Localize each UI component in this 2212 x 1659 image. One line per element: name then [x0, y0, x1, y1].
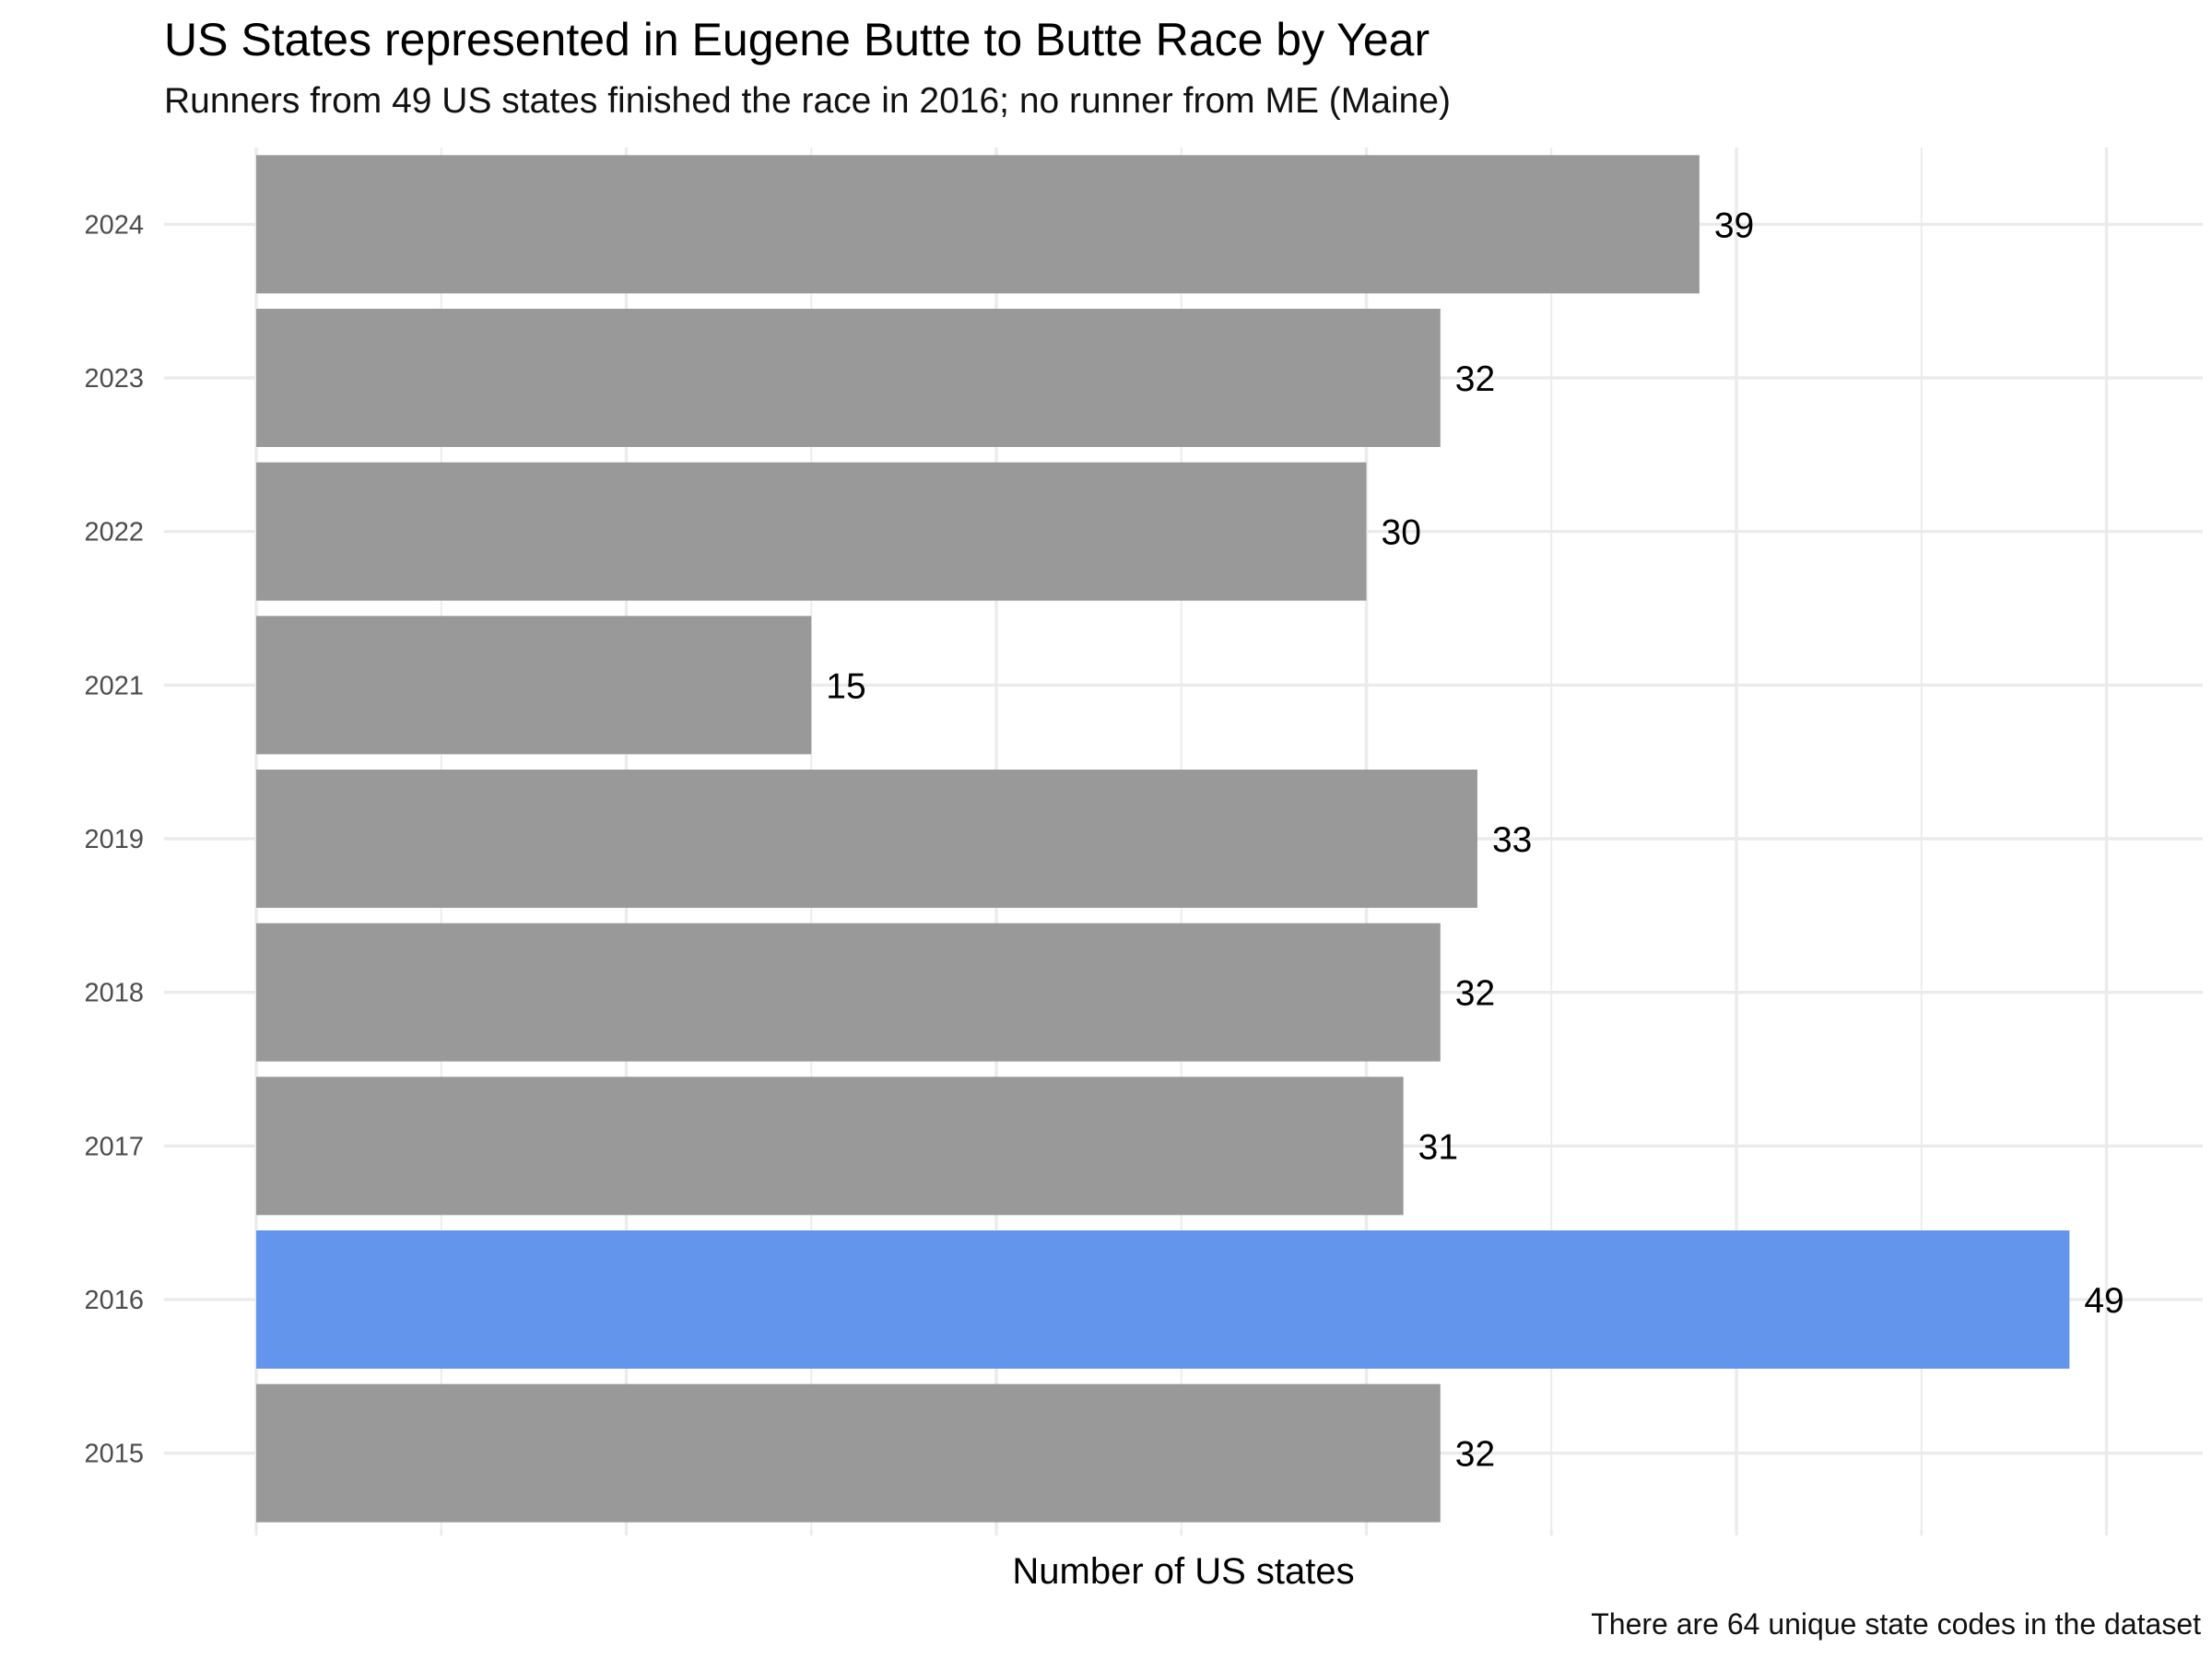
bar-label-2016: 49 — [2084, 1281, 2124, 1321]
y-tick-label-2015: 2015 — [84, 1440, 144, 1469]
bar-label-2017: 31 — [1418, 1127, 1458, 1167]
bar-value-labels: 32 49 31 32 33 15 30 32 39 — [826, 206, 2124, 1474]
bar-2015 — [256, 1383, 1441, 1523]
y-tick-label-2021: 2021 — [84, 671, 144, 700]
y-tick-label-2016: 2016 — [84, 1286, 144, 1315]
bars — [256, 155, 2070, 1523]
bar-label-2022: 30 — [1382, 513, 1421, 553]
bar-label-2023: 32 — [1455, 359, 1495, 399]
y-tick-label-2017: 2017 — [84, 1132, 144, 1161]
bar-2023 — [256, 309, 1441, 447]
y-tick-label-2024: 2024 — [84, 210, 144, 240]
bar-label-2024: 39 — [1714, 206, 1754, 245]
y-axis-ticks: 2015 2016 2017 2018 2019 2021 2022 2023 2024 — [84, 210, 144, 1468]
bar-label-2018: 32 — [1455, 974, 1495, 1014]
chart-title: US States represented in Eugene Butte to… — [164, 14, 1430, 65]
bar-2022 — [256, 462, 1367, 601]
bar-2016 — [256, 1230, 2070, 1369]
chart-caption: There are 64 unique state codes in the d… — [1591, 1607, 2201, 1641]
bar-2017 — [256, 1077, 1404, 1216]
y-tick-label-2022: 2022 — [84, 518, 144, 547]
bar-label-2015: 32 — [1455, 1435, 1495, 1475]
y-tick-label-2019: 2019 — [84, 825, 144, 854]
bar-2019 — [256, 770, 1477, 908]
bar-label-2019: 33 — [1492, 820, 1532, 860]
y-tick-label-2023: 2023 — [84, 364, 144, 394]
x-axis-label: Number of US states — [1012, 1551, 1354, 1592]
bar-2018 — [256, 923, 1441, 1062]
bar-2021 — [256, 616, 812, 755]
bar-label-2021: 15 — [826, 666, 865, 706]
chart-subtitle: Runners from 49 US states finished the r… — [164, 81, 1451, 121]
y-tick-label-2018: 2018 — [84, 979, 144, 1008]
bar-2024 — [256, 155, 1700, 294]
